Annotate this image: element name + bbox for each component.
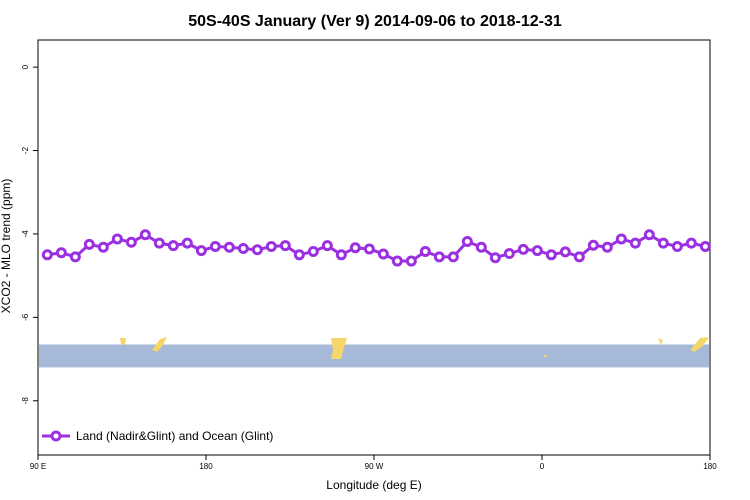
data-point [391, 255, 403, 267]
data-point [69, 251, 81, 263]
data-point [657, 237, 669, 249]
x-tick-label-4: 180 [703, 462, 717, 471]
data-point [265, 240, 277, 252]
data-point [153, 237, 165, 249]
data-point [307, 245, 319, 257]
data-point [517, 243, 529, 255]
data-point [531, 245, 543, 257]
data-point [503, 248, 515, 260]
data-point [83, 238, 95, 250]
data-point [181, 237, 193, 249]
land-patch-0 [120, 338, 126, 345]
y-axis-ticks: 0 -2 -4 -6 -8 [21, 64, 38, 404]
land-patch-3 [543, 355, 547, 358]
data-point [573, 251, 585, 263]
data-point [559, 246, 571, 258]
data-point [461, 235, 473, 247]
series-layer [41, 229, 711, 267]
data-point [643, 229, 655, 241]
data-point [475, 241, 487, 253]
data-point [97, 241, 109, 253]
data-point [167, 240, 179, 252]
data-point [433, 251, 445, 263]
legend-label: Land (Nadir&Glint) and Ocean (Glint) [76, 429, 273, 443]
land-patch-2 [331, 338, 347, 359]
data-point [419, 245, 431, 257]
data-point [405, 255, 417, 267]
data-point [545, 249, 557, 261]
data-point [41, 249, 53, 261]
y-tick-label-3: -6 [21, 313, 30, 321]
land-patch-4 [658, 338, 663, 345]
data-point [335, 249, 347, 261]
x-axis-label: Longitude (deg E) [326, 478, 421, 492]
data-point [223, 241, 235, 253]
y-tick-label-2: -4 [21, 230, 30, 238]
data-point [615, 233, 627, 245]
y-axis-label: XCO2 - MLO trend (ppm) [0, 179, 13, 314]
x-axis-ticks: 90 E 180 90 W 0 180 [30, 455, 717, 471]
legend-marker-swatch [50, 430, 62, 442]
data-point [685, 237, 697, 249]
data-point [209, 240, 221, 252]
data-point [251, 244, 263, 256]
data-point [293, 249, 305, 261]
data-point [321, 240, 333, 252]
data-point [55, 247, 67, 259]
data-point [363, 243, 375, 255]
data-point [447, 251, 459, 263]
data-point [139, 229, 151, 241]
data-point [489, 252, 501, 264]
x-tick-label-2: 90 W [365, 462, 384, 471]
y-tick-label-0: 0 [21, 64, 30, 69]
x-tick-label-3: 0 [540, 462, 545, 471]
land-patch-5 [690, 337, 709, 352]
data-point [601, 241, 613, 253]
data-point [111, 233, 123, 245]
data-point [237, 243, 249, 255]
data-point [195, 245, 207, 257]
data-point [349, 242, 361, 254]
data-point [587, 239, 599, 251]
data-point [125, 236, 137, 248]
data-point [279, 240, 291, 252]
data-point [377, 248, 389, 260]
ocean-band [39, 344, 709, 368]
data-point [699, 240, 711, 252]
data-point [671, 240, 683, 252]
ocean-land-band [39, 337, 709, 368]
y-tick-label-1: -2 [21, 146, 30, 154]
chart-title: 50S-40S January (Ver 9) 2014-09-06 to 20… [188, 13, 562, 30]
land-patch-1 [152, 337, 167, 352]
y-tick-label-4: -8 [21, 397, 30, 405]
x-tick-label-1: 180 [199, 462, 213, 471]
data-point [629, 237, 641, 249]
x-tick-label-0: 90 E [30, 462, 46, 471]
legend: Land (Nadir&Glint) and Ocean (Glint) [42, 429, 273, 443]
